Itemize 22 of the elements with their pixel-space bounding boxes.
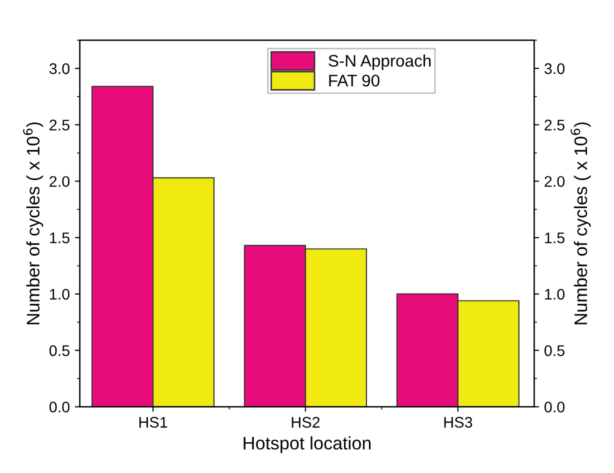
y2-tick-label: 2.0 — [544, 176, 565, 187]
y-tick-label: 3.0 — [49, 63, 70, 74]
x-tick-label: HS3 — [444, 416, 472, 428]
y-tick-label: 0.0 — [49, 402, 70, 412]
y-tick-label: 2.0 — [50, 176, 70, 187]
legend-label: FAT 90 — [329, 74, 380, 87]
y-tick-label: 1.5 — [50, 232, 70, 244]
y-tick-label: 0.5 — [49, 345, 70, 356]
x-tick-label: HS2 — [292, 416, 320, 428]
y-axis-title: Number of cycles ( x 10$^{6}$) — [23, 122, 44, 324]
y2-axis-title: Number of cycles ( x 10$^{6}$) — [570, 122, 591, 324]
x-tick-label: HS1 — [139, 416, 168, 428]
y-tick-label: 1.0 — [50, 288, 70, 300]
y2-tick-label: 0.5 — [544, 345, 564, 356]
y2-tick-label: 0.0 — [544, 402, 565, 412]
y2-tick-label: 2.5 — [544, 120, 564, 130]
y2-tick-label: 3.0 — [544, 63, 565, 74]
y2-tick-label: 1.5 — [545, 232, 564, 244]
legend-label: S-N Approach — [328, 54, 431, 70]
y-tick-label: 2.5 — [50, 120, 70, 130]
y2-tick-label: 1.0 — [545, 288, 565, 300]
x-axis-title: Hotspot location — [244, 436, 371, 454]
